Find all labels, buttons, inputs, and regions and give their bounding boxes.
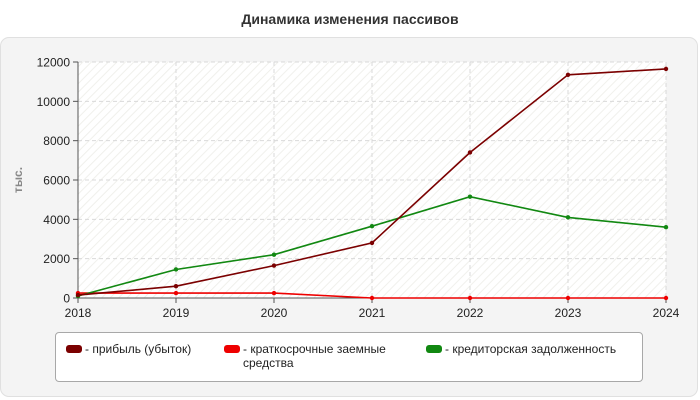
x-tick-label: 2021 [359, 306, 386, 320]
legend-label-accounts-payable: - кредиторская задолженность [445, 342, 617, 356]
data-point-profit [369, 240, 375, 246]
legend-item-short-term-loans: - краткосрочные заемные средства [224, 342, 414, 370]
legend-label-profit: - прибыль (убыток) [85, 342, 192, 356]
data-point-accounts-payable [663, 225, 669, 230]
data-point-accounts-payable [565, 215, 571, 220]
data-point-profit [75, 292, 81, 298]
x-tick-label: 2018 [65, 306, 92, 320]
chart-title: Динамика изменения пассивов [241, 11, 459, 27]
x-tick-label: 2019 [163, 306, 190, 320]
legend-label-short-term-loans: - краткосрочные заемные средства [243, 342, 386, 370]
chart-legend: - прибыль (убыток) - краткосрочные заемн… [55, 332, 643, 382]
data-point-profit [663, 66, 669, 72]
data-point-profit [271, 263, 277, 268]
data-point-short-term-loans [173, 290, 179, 296]
legend-swatch-profit [66, 345, 82, 353]
y-tick-label: 10000 [37, 95, 71, 109]
y-tick-label: 6000 [43, 174, 70, 188]
x-tick-label: 2023 [555, 306, 582, 320]
y-tick-label: 2000 [43, 252, 70, 266]
data-point-accounts-payable [369, 224, 375, 229]
x-tick-label: 2020 [261, 306, 288, 320]
legend-swatch-accounts-payable [426, 345, 442, 353]
y-tick-label: 4000 [43, 213, 70, 227]
legend-swatch-short-term-loans [224, 345, 240, 353]
data-point-short-term-loans [467, 295, 473, 301]
x-tick-label: 2022 [457, 306, 484, 320]
y-tick-label: 0 [63, 292, 70, 306]
data-point-short-term-loans [663, 295, 669, 301]
data-point-short-term-loans [271, 290, 277, 296]
data-point-accounts-payable [467, 194, 473, 199]
y-axis-label: тыс. [11, 167, 25, 193]
y-tick-label: 8000 [43, 134, 70, 148]
data-point-accounts-payable [271, 252, 277, 257]
y-tick-label: 12000 [37, 56, 71, 70]
data-point-short-term-loans [369, 295, 375, 301]
data-point-short-term-loans [565, 295, 571, 301]
x-tick-label: 2024 [653, 306, 680, 320]
data-point-profit [467, 150, 473, 155]
data-point-profit [565, 72, 571, 77]
legend-item-accounts-payable: - кредиторская задолженность [426, 342, 641, 356]
data-point-profit [173, 284, 179, 289]
legend-item-profit: - прибыль (убыток) [66, 342, 216, 356]
data-point-accounts-payable [173, 267, 179, 272]
